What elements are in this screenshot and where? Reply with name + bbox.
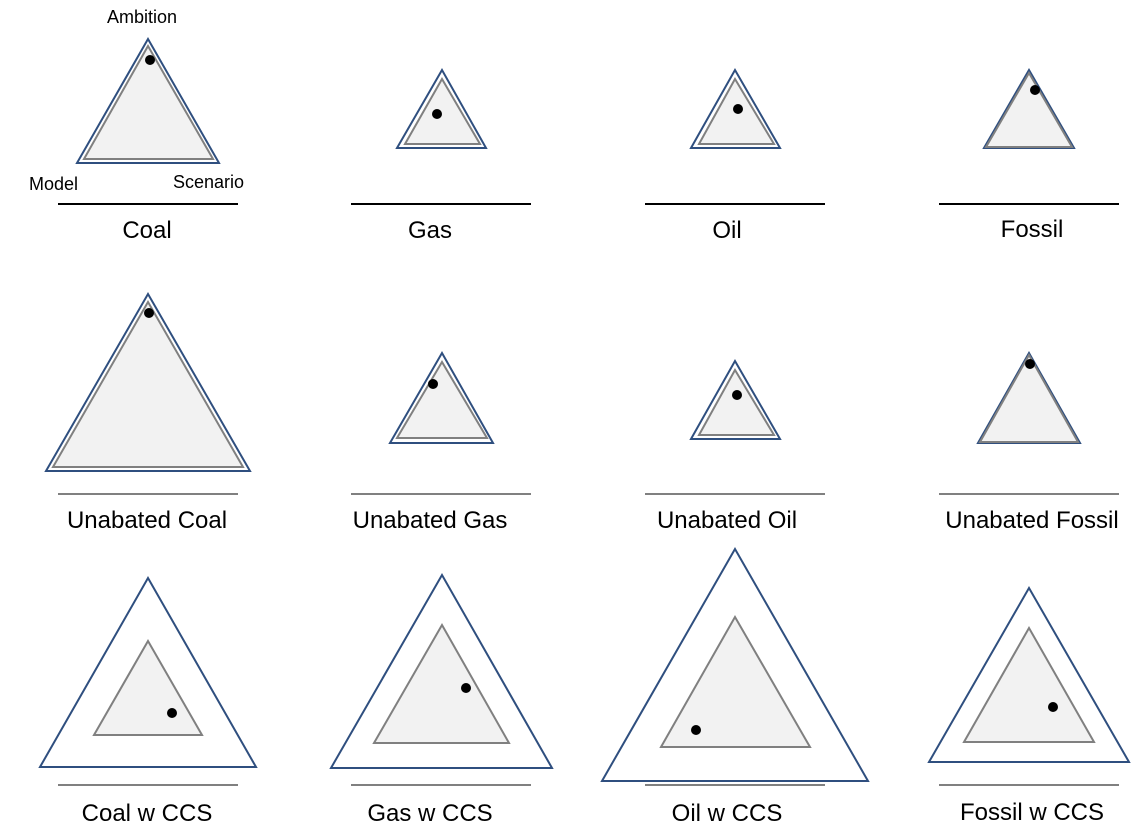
score-dot (1030, 85, 1040, 95)
outer-triangle (927, 585, 1131, 763)
outer-triangle (689, 358, 782, 440)
panel-label: Fossil w CCS (960, 799, 1104, 826)
inner-triangle (372, 622, 511, 744)
outer-triangle (44, 291, 252, 472)
inner-triangle (395, 360, 489, 439)
outer-triangle (75, 36, 221, 164)
outer-triangle (600, 546, 870, 782)
panel-coal-w-ccs: Coal w CCS (38, 575, 258, 827)
panel-label: Coal (122, 217, 171, 244)
outer-triangle (38, 575, 258, 768)
inner-triangle (978, 352, 1080, 443)
panel-label: Fossil (1001, 216, 1064, 243)
panel-label: Gas (408, 217, 452, 244)
inner-triangle (659, 614, 812, 748)
panel-fossil-w-ccs: Fossil w CCS (927, 585, 1131, 826)
score-dot (691, 725, 701, 735)
score-dot (1025, 359, 1035, 369)
panel-unabated-coal: Unabated Coal (44, 291, 252, 534)
inner-triangle (51, 299, 245, 468)
score-dot (432, 109, 442, 119)
inner-triangle (92, 638, 204, 736)
panel-label: Oil (712, 217, 741, 244)
score-dot (145, 55, 155, 65)
panel-coal: Coal (58, 36, 238, 244)
panel-unabated-gas: Unabated Gas (351, 350, 531, 534)
score-dot (428, 379, 438, 389)
score-dot (732, 390, 742, 400)
axis-label-ambition: Ambition (107, 7, 177, 27)
outer-triangle (388, 350, 495, 444)
panel-oil: Oil (645, 67, 825, 244)
panel-label: Unabated Gas (353, 507, 508, 534)
outer-triangle (395, 67, 488, 149)
panel-label: Coal w CCS (82, 800, 213, 827)
inner-triangle (962, 625, 1096, 743)
inner-triangle (82, 43, 215, 160)
outer-triangle (689, 67, 782, 149)
inner-triangle (697, 367, 776, 436)
inner-triangle (984, 71, 1074, 148)
inner-triangle (403, 76, 482, 145)
score-dot (144, 308, 154, 318)
panel-label: Unabated Coal (67, 507, 227, 534)
score-dot (167, 708, 177, 718)
score-dot (461, 683, 471, 693)
panel-unabated-oil: Unabated Oil (645, 358, 825, 534)
axis-label-model: Model (29, 174, 78, 194)
panel-oil-w-ccs: Oil w CCS (600, 546, 870, 827)
panel-label: Unabated Oil (657, 507, 797, 534)
outer-triangle (329, 572, 554, 769)
score-dot (733, 104, 743, 114)
panel-label: Unabated Fossil (945, 507, 1118, 534)
panel-label: Oil w CCS (672, 800, 783, 827)
axis-label-scenario: Scenario (173, 172, 244, 192)
panel-gas: Gas (351, 67, 531, 244)
panel-unabated-fossil: Unabated Fossil (939, 350, 1119, 534)
score-dot (1048, 702, 1058, 712)
panel-fossil: Fossil (939, 67, 1119, 243)
panel-label: Gas w CCS (367, 800, 492, 827)
panel-gas-w-ccs: Gas w CCS (329, 572, 554, 827)
